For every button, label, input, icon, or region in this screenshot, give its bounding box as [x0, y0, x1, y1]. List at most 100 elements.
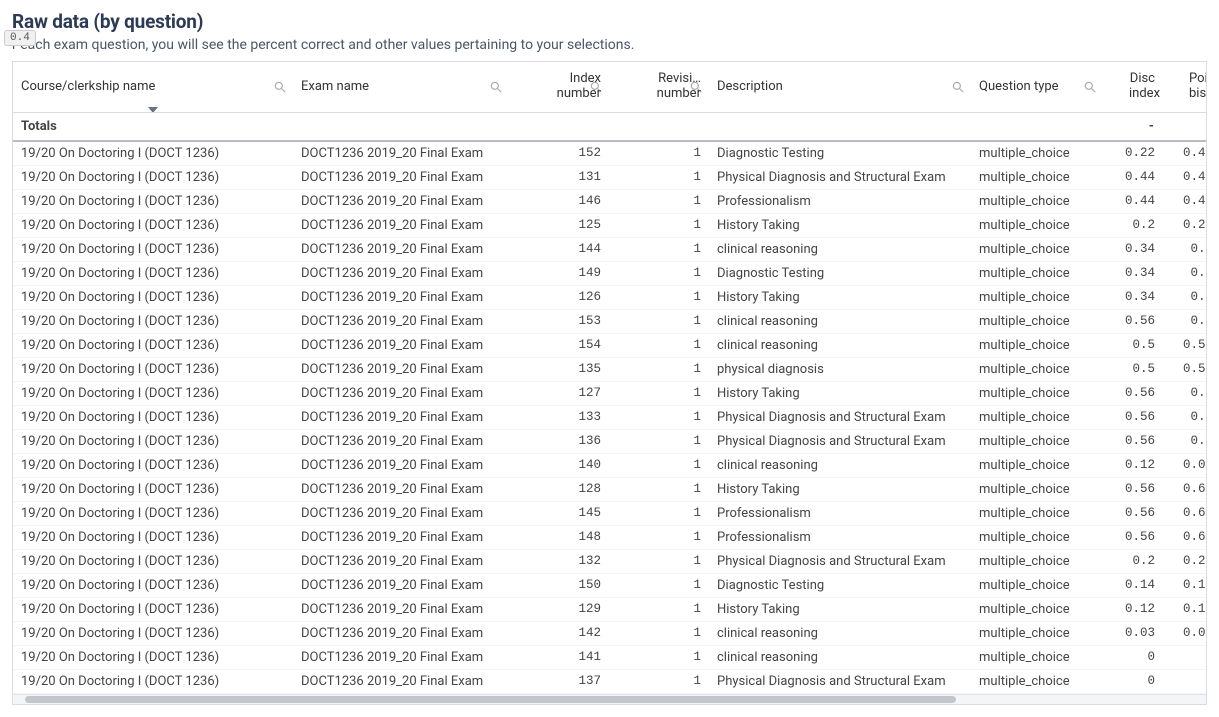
cell-revision: 1	[609, 645, 709, 669]
cell-qtype: multiple_choice	[971, 501, 1103, 525]
cell-disc: 0.56	[1103, 309, 1163, 333]
col-header-description[interactable]: Description	[709, 62, 971, 112]
col-header-revision[interactable]: Revisi… number	[609, 62, 709, 112]
cell-revision: 1	[609, 237, 709, 261]
cell-index: 145	[509, 501, 609, 525]
cell-exam: DOCT1236 2019_20 Final Exam	[293, 645, 509, 669]
cell-disc: 0.22	[1103, 141, 1163, 166]
cell-index: 144	[509, 237, 609, 261]
table-row[interactable]: 19/20 On Doctoring I (DOCT 1236)DOCT1236…	[13, 333, 1207, 357]
horizontal-scrollbar[interactable]	[13, 694, 1206, 704]
version-badge: 0.4	[4, 30, 36, 46]
cell-pbis: 0.6	[1163, 405, 1207, 429]
col-header-qtype[interactable]: Question type	[971, 62, 1103, 112]
table-row[interactable]: 19/20 On Doctoring I (DOCT 1236)DOCT1236…	[13, 141, 1207, 166]
col-header-label: Question type	[979, 80, 1059, 95]
cell-qtype: multiple_choice	[971, 333, 1103, 357]
table-row[interactable]: 19/20 On Doctoring I (DOCT 1236)DOCT1236…	[13, 645, 1207, 669]
cell-index: 135	[509, 357, 609, 381]
cell-description: Physical Diagnosis and Structural Exam	[709, 165, 971, 189]
cell-course: 19/20 On Doctoring I (DOCT 1236)	[13, 501, 293, 525]
cell-pbis: 0.55	[1163, 357, 1207, 381]
cell-pbis: 0.6	[1163, 429, 1207, 453]
cell-revision: 1	[609, 141, 709, 166]
col-header-disc[interactable]: Disc index	[1103, 62, 1163, 112]
table-row[interactable]: 19/20 On Doctoring I (DOCT 1236)DOCT1236…	[13, 165, 1207, 189]
table-row[interactable]: 19/20 On Doctoring I (DOCT 1236)DOCT1236…	[13, 621, 1207, 645]
table-row[interactable]: 19/20 On Doctoring I (DOCT 1236)DOCT1236…	[13, 525, 1207, 549]
cell-pbis: 0.4	[1163, 237, 1207, 261]
table-row[interactable]: 19/20 On Doctoring I (DOCT 1236)DOCT1236…	[13, 501, 1207, 525]
cell-exam: DOCT1236 2019_20 Final Exam	[293, 405, 509, 429]
cell-disc: 0.12	[1103, 453, 1163, 477]
search-icon[interactable]	[589, 80, 603, 94]
table-body: Totals - - 19/20 On Doctoring I (DOCT 12…	[13, 112, 1207, 693]
table-row[interactable]: 19/20 On Doctoring I (DOCT 1236)DOCT1236…	[13, 549, 1207, 573]
scroll-thumb[interactable]	[25, 696, 956, 703]
table-row[interactable]: 19/20 On Doctoring I (DOCT 1236)DOCT1236…	[13, 573, 1207, 597]
table-row[interactable]: 19/20 On Doctoring I (DOCT 1236)DOCT1236…	[13, 357, 1207, 381]
cell-pbis: 0	[1163, 645, 1207, 669]
table-row[interactable]: 19/20 On Doctoring I (DOCT 1236)DOCT1236…	[13, 285, 1207, 309]
search-icon[interactable]	[689, 80, 703, 94]
table-row[interactable]: 19/20 On Doctoring I (DOCT 1236)DOCT1236…	[13, 189, 1207, 213]
search-icon[interactable]	[489, 80, 503, 94]
cell-index: 154	[509, 333, 609, 357]
table-row[interactable]: 19/20 On Doctoring I (DOCT 1236)DOCT1236…	[13, 213, 1207, 237]
cell-revision: 1	[609, 333, 709, 357]
cell-course: 19/20 On Doctoring I (DOCT 1236)	[13, 165, 293, 189]
table-row[interactable]: 19/20 On Doctoring I (DOCT 1236)DOCT1236…	[13, 669, 1207, 693]
col-header-index[interactable]: Index number	[509, 62, 609, 112]
cell-revision: 1	[609, 525, 709, 549]
cell-revision: 1	[609, 477, 709, 501]
search-icon[interactable]	[273, 80, 287, 94]
cell-course: 19/20 On Doctoring I (DOCT 1236)	[13, 237, 293, 261]
cell-disc: 0.56	[1103, 477, 1163, 501]
cell-index: 137	[509, 669, 609, 693]
table-row[interactable]: 19/20 On Doctoring I (DOCT 1236)DOCT1236…	[13, 597, 1207, 621]
cell-description: Physical Diagnosis and Structural Exam	[709, 405, 971, 429]
cell-index: 141	[509, 645, 609, 669]
cell-revision: 1	[609, 165, 709, 189]
table-row[interactable]: 19/20 On Doctoring I (DOCT 1236)DOCT1236…	[13, 453, 1207, 477]
search-icon[interactable]	[951, 80, 965, 94]
cell-description: clinical reasoning	[709, 621, 971, 645]
cell-revision: 1	[609, 669, 709, 693]
cell-course: 19/20 On Doctoring I (DOCT 1236)	[13, 621, 293, 645]
cell-course: 19/20 On Doctoring I (DOCT 1236)	[13, 405, 293, 429]
cell-description: physical diagnosis	[709, 357, 971, 381]
table-row[interactable]: 19/20 On Doctoring I (DOCT 1236)DOCT1236…	[13, 261, 1207, 285]
cell-pbis: 0.61	[1163, 501, 1207, 525]
table-row[interactable]: 19/20 On Doctoring I (DOCT 1236)DOCT1236…	[13, 309, 1207, 333]
col-header-label: Points biserial	[1189, 72, 1207, 102]
cell-disc: 0.34	[1103, 285, 1163, 309]
cell-description: History Taking	[709, 597, 971, 621]
table-row[interactable]: 19/20 On Doctoring I (DOCT 1236)DOCT1236…	[13, 237, 1207, 261]
cell-index: 153	[509, 309, 609, 333]
cell-pbis: 0.4	[1163, 261, 1207, 285]
col-header-pbis[interactable]: Points biserial	[1163, 62, 1207, 112]
table-row[interactable]: 19/20 On Doctoring I (DOCT 1236)DOCT1236…	[13, 405, 1207, 429]
table-row[interactable]: 19/20 On Doctoring I (DOCT 1236)DOCT1236…	[13, 381, 1207, 405]
col-header-course[interactable]: Course/clerkship name	[13, 62, 293, 112]
cell-index: 149	[509, 261, 609, 285]
table-row[interactable]: 19/20 On Doctoring I (DOCT 1236)DOCT1236…	[13, 429, 1207, 453]
search-icon[interactable]	[1083, 80, 1097, 94]
cell-description: Diagnostic Testing	[709, 573, 971, 597]
cell-course: 19/20 On Doctoring I (DOCT 1236)	[13, 477, 293, 501]
cell-revision: 1	[609, 357, 709, 381]
cell-revision: 1	[609, 381, 709, 405]
data-table: Course/clerkship name Exam name Index	[13, 62, 1207, 694]
table-row[interactable]: 19/20 On Doctoring I (DOCT 1236)DOCT1236…	[13, 477, 1207, 501]
cell-exam: DOCT1236 2019_20 Final Exam	[293, 309, 509, 333]
cell-description: Physical Diagnosis and Structural Exam	[709, 669, 971, 693]
cell-exam: DOCT1236 2019_20 Final Exam	[293, 213, 509, 237]
cell-description: Physical Diagnosis and Structural Exam	[709, 549, 971, 573]
cell-disc: 0.03	[1103, 621, 1163, 645]
cell-qtype: multiple_choice	[971, 597, 1103, 621]
cell-pbis: 0.25	[1163, 549, 1207, 573]
col-header-exam[interactable]: Exam name	[293, 62, 509, 112]
cell-course: 19/20 On Doctoring I (DOCT 1236)	[13, 285, 293, 309]
cell-pbis: 0.6	[1163, 381, 1207, 405]
cell-exam: DOCT1236 2019_20 Final Exam	[293, 333, 509, 357]
